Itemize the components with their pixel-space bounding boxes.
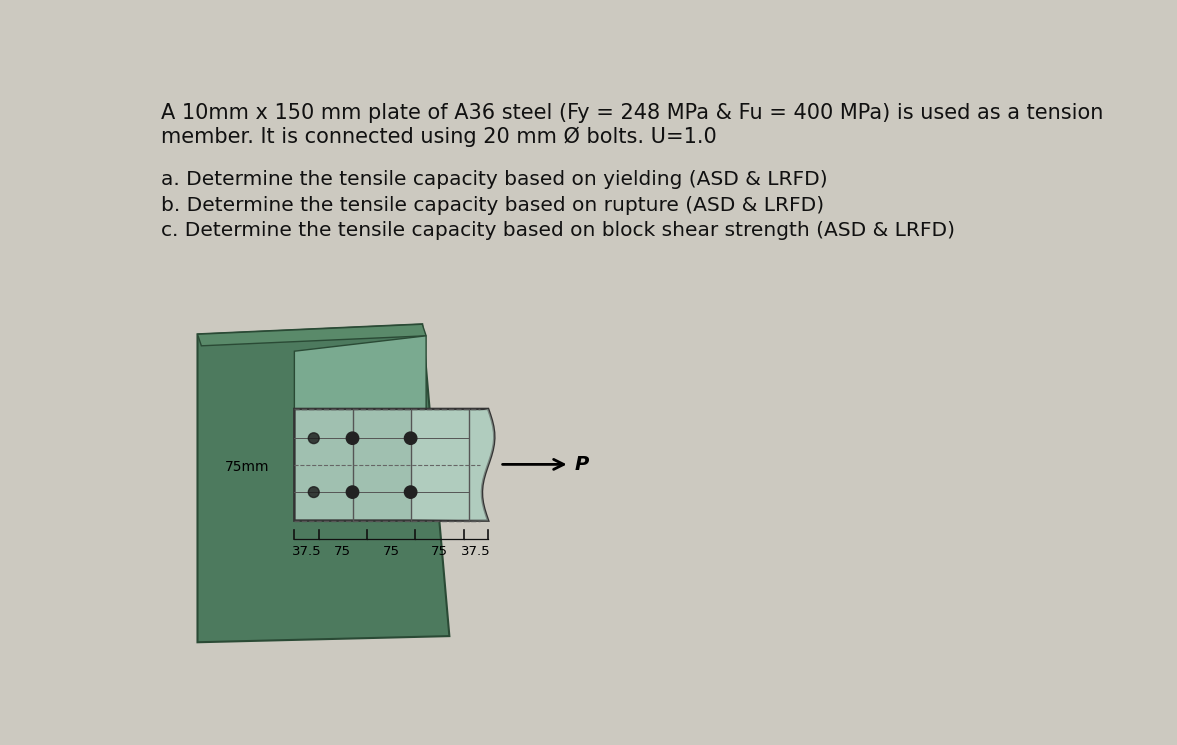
Text: member. It is connected using 20 mm Ø bolts. U=1.0: member. It is connected using 20 mm Ø bo… [161, 127, 717, 147]
Text: a. Determine the tensile capacity based on yielding (ASD & LRFD): a. Determine the tensile capacity based … [161, 171, 827, 189]
Text: A 10mm x 150 mm plate of A36 steel (Fy = 248 MPa & Fu = 400 MPa) is used as a te: A 10mm x 150 mm plate of A36 steel (Fy =… [161, 104, 1104, 123]
Polygon shape [411, 409, 494, 521]
Text: 37.5: 37.5 [461, 545, 491, 558]
Text: 75: 75 [383, 545, 400, 558]
Text: 37.5: 37.5 [292, 545, 321, 558]
Circle shape [308, 486, 319, 498]
Text: c. Determine the tensile capacity based on block shear strength (ASD & LRFD): c. Determine the tensile capacity based … [161, 221, 955, 240]
Polygon shape [198, 324, 426, 346]
Circle shape [308, 433, 319, 443]
Text: 75mm: 75mm [225, 460, 270, 474]
Text: P: P [574, 455, 590, 474]
Polygon shape [294, 409, 494, 521]
Polygon shape [198, 324, 450, 642]
Text: 75: 75 [334, 545, 351, 558]
Text: b. Determine the tensile capacity based on rupture (ASD & LRFD): b. Determine the tensile capacity based … [161, 196, 824, 215]
Text: 75: 75 [431, 545, 448, 558]
Circle shape [346, 432, 359, 444]
Circle shape [405, 432, 417, 444]
Circle shape [346, 486, 359, 498]
Polygon shape [294, 336, 426, 409]
Circle shape [405, 486, 417, 498]
